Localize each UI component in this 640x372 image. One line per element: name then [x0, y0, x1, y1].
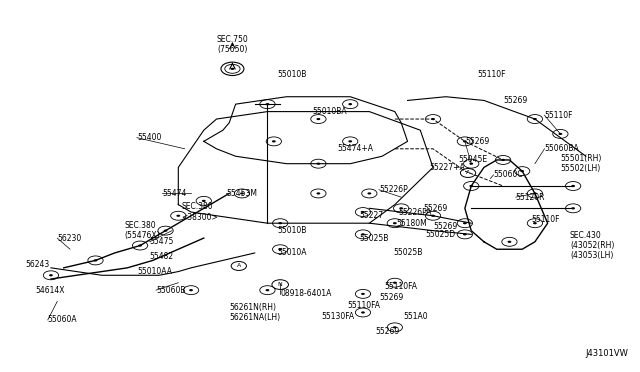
Circle shape	[348, 140, 352, 142]
Circle shape	[508, 241, 511, 243]
Text: 55025D: 55025D	[426, 230, 456, 239]
Circle shape	[361, 211, 365, 213]
Circle shape	[361, 311, 365, 314]
Text: 55110F: 55110F	[532, 215, 560, 224]
Circle shape	[533, 192, 537, 195]
Circle shape	[463, 233, 467, 235]
Circle shape	[278, 222, 282, 224]
Text: 55110FA: 55110FA	[385, 282, 418, 291]
Circle shape	[348, 103, 352, 105]
Text: 55060BA: 55060BA	[545, 144, 579, 153]
Text: 55045E: 55045E	[458, 155, 488, 164]
Circle shape	[501, 159, 505, 161]
Text: 55180M: 55180M	[397, 219, 428, 228]
Circle shape	[520, 170, 524, 172]
Text: 56243: 56243	[26, 260, 50, 269]
Circle shape	[93, 259, 97, 262]
Text: N: N	[278, 282, 283, 287]
Text: 56261N(RH)
56261NA(LH): 56261N(RH) 56261NA(LH)	[229, 303, 280, 322]
Circle shape	[361, 233, 365, 235]
Text: SEC.380
(55476X): SEC.380 (55476X)	[124, 221, 160, 240]
Text: 55482: 55482	[150, 252, 174, 261]
Text: 55269: 55269	[433, 222, 457, 231]
Text: 55227+A: 55227+A	[430, 163, 465, 172]
Text: 55110F: 55110F	[545, 111, 573, 120]
Text: J43101VW: J43101VW	[586, 349, 628, 358]
Text: 55110F: 55110F	[477, 70, 506, 79]
Circle shape	[463, 222, 467, 224]
Text: 55474: 55474	[163, 189, 187, 198]
Text: 551A0: 551A0	[404, 312, 428, 321]
Text: 55475: 55475	[150, 237, 174, 246]
Circle shape	[317, 118, 320, 120]
Text: SEC.430
(43052(RH)
(43053(LH): SEC.430 (43052(RH) (43053(LH)	[570, 231, 614, 260]
Circle shape	[317, 163, 320, 165]
Circle shape	[393, 326, 397, 328]
Text: 55501(RH)
55502(LH): 55501(RH) 55502(LH)	[561, 154, 602, 173]
Circle shape	[202, 200, 205, 202]
Text: 55010B: 55010B	[277, 226, 307, 235]
Text: 55269: 55269	[379, 293, 403, 302]
Text: 55226P: 55226P	[379, 185, 408, 194]
Circle shape	[533, 222, 537, 224]
Text: 55227: 55227	[360, 211, 384, 220]
Circle shape	[393, 222, 397, 224]
Circle shape	[559, 133, 563, 135]
Text: SEC.380
<38300>: SEC.380 <38300>	[182, 202, 218, 222]
Text: 55130FA: 55130FA	[321, 312, 355, 321]
Circle shape	[177, 215, 180, 217]
Circle shape	[399, 207, 403, 209]
Text: 55010A: 55010A	[277, 248, 307, 257]
Text: 55010B: 55010B	[277, 70, 307, 79]
Text: 55010BA: 55010BA	[312, 107, 347, 116]
Text: 55010AA: 55010AA	[137, 267, 172, 276]
Circle shape	[272, 140, 276, 142]
Text: 55025B: 55025B	[360, 234, 389, 243]
Circle shape	[278, 248, 282, 250]
Circle shape	[138, 244, 142, 247]
Text: SEC.750
(75650): SEC.750 (75650)	[216, 35, 248, 54]
Text: 55269: 55269	[503, 96, 527, 105]
Circle shape	[266, 103, 269, 105]
Circle shape	[317, 192, 320, 195]
Text: 56230: 56230	[58, 234, 81, 243]
Text: 55474+A: 55474+A	[337, 144, 374, 153]
Circle shape	[463, 140, 467, 142]
Text: 55060A: 55060A	[48, 315, 77, 324]
Text: 55025B: 55025B	[394, 248, 423, 257]
Text: 55060B: 55060B	[156, 286, 186, 295]
Text: 55269: 55269	[465, 137, 489, 146]
Text: A: A	[237, 263, 241, 269]
Circle shape	[431, 118, 435, 120]
Circle shape	[393, 282, 397, 284]
Circle shape	[164, 230, 168, 232]
Text: 55120R: 55120R	[516, 193, 545, 202]
Circle shape	[533, 118, 537, 120]
Circle shape	[469, 163, 473, 165]
Circle shape	[431, 215, 435, 217]
Text: 55226PA: 55226PA	[398, 208, 431, 217]
Text: 55453M: 55453M	[226, 189, 257, 198]
Text: 55269: 55269	[424, 204, 448, 213]
Circle shape	[230, 68, 234, 70]
Circle shape	[469, 185, 473, 187]
Circle shape	[266, 289, 269, 291]
Circle shape	[361, 293, 365, 295]
Text: A: A	[466, 170, 470, 176]
Circle shape	[572, 207, 575, 209]
Circle shape	[367, 192, 371, 195]
Circle shape	[189, 289, 193, 291]
Text: 08918-6401A: 08918-6401A	[280, 289, 332, 298]
Text: 55400: 55400	[137, 133, 161, 142]
Circle shape	[572, 185, 575, 187]
Text: 55269: 55269	[376, 327, 400, 336]
Text: 55110FA: 55110FA	[347, 301, 380, 310]
Circle shape	[240, 192, 244, 195]
Circle shape	[49, 274, 53, 276]
Text: 54614X: 54614X	[35, 286, 65, 295]
Text: 55060C: 55060C	[493, 170, 523, 179]
